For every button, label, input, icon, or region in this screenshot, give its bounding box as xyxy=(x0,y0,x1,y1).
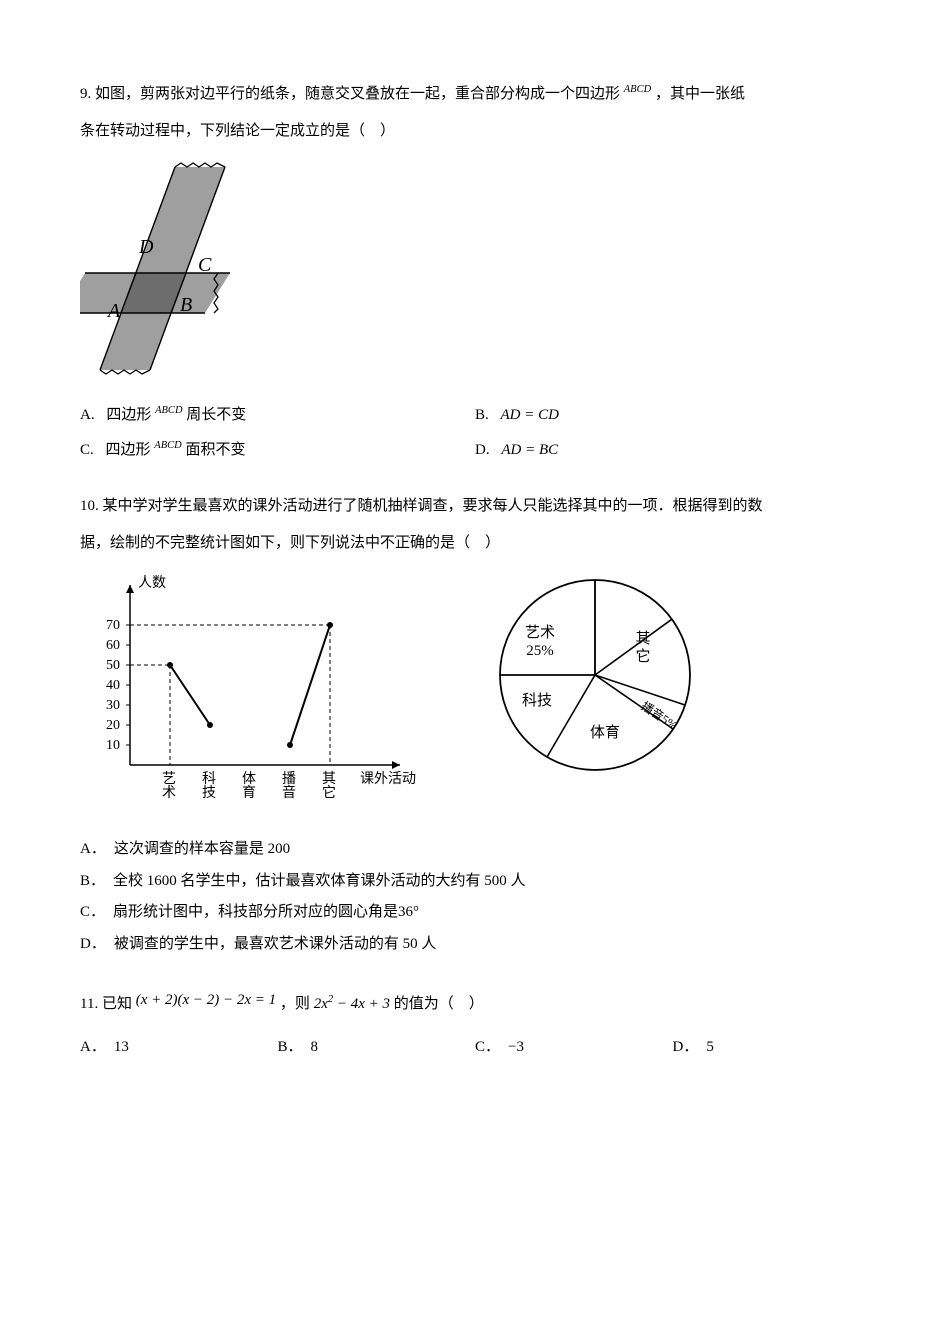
opt-label-a: A. xyxy=(80,407,95,423)
q9-stem-b: ，其中一张纸 xyxy=(655,86,745,102)
q10-option-b: B．全校 1600 名学生中，估计最喜欢体育课外活动的大约有 500 人 xyxy=(80,867,870,896)
label-A: A xyxy=(106,300,121,322)
q9-option-d: D. AD = BC xyxy=(475,436,870,465)
q9-option-c: C. 四边形 ABCD 面积不变 xyxy=(80,436,475,465)
q11-option-d: D．5 xyxy=(673,1033,871,1062)
svg-text:育: 育 xyxy=(242,785,256,801)
q10-option-a: A．这次调查的样本容量是 200 xyxy=(80,835,870,864)
opt-label-c: C. xyxy=(80,442,94,458)
q11-stem-b: ，则 xyxy=(280,996,310,1012)
q10-stem-line1: 10. 某中学对学生最喜欢的课外活动进行了随机抽样调查，要求每人只能选择其中的一… xyxy=(80,492,870,521)
svg-text:70: 70 xyxy=(106,618,120,633)
q10-charts: 人数 课外活动 10 20 30 40 50 60 70 xyxy=(80,565,870,805)
q11-option-b: B．8 xyxy=(278,1033,476,1062)
svg-text:其: 其 xyxy=(322,771,336,787)
q10-optC-pre: 扇形统计图中，科技部分所对应的圆心角是 xyxy=(113,904,398,920)
q9-option-b: B. AD = CD xyxy=(475,401,870,430)
svg-text:体: 体 xyxy=(242,771,256,787)
q9-optA-pre: 四边形 xyxy=(106,407,151,423)
q9-option-a: A. 四边形 ABCD 周长不变 xyxy=(80,401,475,430)
svg-text:播: 播 xyxy=(282,771,296,787)
q11-optC: −3 xyxy=(508,1039,524,1055)
q11-stem-a: 已知 xyxy=(102,996,132,1012)
q10-number: 10. xyxy=(80,498,99,514)
q9-number: 9. xyxy=(80,86,91,102)
q9-figure: A B D C xyxy=(80,155,870,375)
q11-expr2: 2x2 − 4x + 3 xyxy=(314,996,390,1012)
q11-expr2b: − 4x + 3 xyxy=(333,996,390,1012)
svg-text:10: 10 xyxy=(106,738,120,753)
q9-optD: AD = BC xyxy=(501,442,558,458)
label-B: B xyxy=(180,294,192,316)
svg-text:20: 20 xyxy=(106,718,120,733)
svg-text:60: 60 xyxy=(106,638,120,653)
svg-text:科: 科 xyxy=(202,771,216,787)
paper-strips-diagram: A B D C xyxy=(80,155,280,375)
svg-text:音: 音 xyxy=(282,784,296,801)
q10-optC-deg: 36° xyxy=(398,904,419,920)
opt-label-d: D. xyxy=(475,442,490,458)
q11-expr1: (x + 2)(x − 2) − 2x = 1 xyxy=(136,992,276,1008)
svg-text:40: 40 xyxy=(106,678,120,693)
question-10: 10. 某中学对学生最喜欢的课外活动进行了随机抽样调查，要求每人只能选择其中的一… xyxy=(80,492,870,958)
svg-text:技: 技 xyxy=(202,785,216,801)
q9-optA-post: 周长不变 xyxy=(186,407,246,423)
q9-optB: AD = CD xyxy=(501,407,559,423)
q10-optB: 全校 1600 名学生中，估计最喜欢体育课外活动的大约有 500 人 xyxy=(113,873,526,889)
pie-chart: 艺术 25% 其 它 体育 科技 播音5% xyxy=(480,565,710,785)
q11-optD: 5 xyxy=(706,1039,714,1055)
q11-optA: 13 xyxy=(114,1039,129,1055)
q9-abcd: ABCD xyxy=(624,84,651,95)
svg-text:它: 它 xyxy=(635,647,650,665)
q10-optD: 被调查的学生中，最喜欢艺术课外活动的有 50 人 xyxy=(114,936,437,952)
q11-stem: 11. 已知 (x + 2)(x − 2) − 2x = 1 ，则 2x2 − … xyxy=(80,986,870,1019)
x-axis-label: 课外活动 xyxy=(360,771,416,787)
svg-text:25%: 25% xyxy=(526,643,554,659)
q10-stem-c: 的是（ ） xyxy=(425,535,500,551)
q9-optC-mid: ABCD xyxy=(154,440,181,451)
q11-optB: 8 xyxy=(311,1039,319,1055)
q11-expr2a: 2x xyxy=(314,996,328,1012)
svg-text:50: 50 xyxy=(106,658,120,673)
svg-text:艺: 艺 xyxy=(162,771,176,787)
x-cats: 艺术 科技 体育 播音 其它 xyxy=(162,771,336,801)
q9-stem-a: 如图，剪两张对边平行的纸条，随意交叉叠放在一起，重合部分构成一个四边形 xyxy=(95,86,620,102)
q10-stem-a: 某中学对学生最喜欢的课外活动进行了随机抽样调查，要求每人只能选择其中的一项．根据… xyxy=(103,498,763,514)
label-D: D xyxy=(138,236,154,258)
svg-text:科技: 科技 xyxy=(522,692,552,709)
svg-text:艺术: 艺术 xyxy=(525,624,555,641)
svg-text:它: 它 xyxy=(322,784,336,801)
q10-stem-b: 据，绘制的不完整统计图如下，则下列说法中 xyxy=(80,535,380,551)
svg-text:体育: 体育 xyxy=(590,724,620,741)
q9-optC-post: 面积不变 xyxy=(185,442,245,458)
q10-option-d: D．被调查的学生中，最喜欢艺术课外活动的有 50 人 xyxy=(80,930,870,959)
y-ticks: 10 20 30 40 50 60 70 xyxy=(106,618,130,753)
q9-stem-line1: 9. 如图，剪两张对边平行的纸条，随意交叉叠放在一起，重合部分构成一个四边形 A… xyxy=(80,80,870,109)
q9-stem-line2: 条在转动过程中，下列结论一定成立的是（ ） xyxy=(80,117,870,146)
q9-optA-mid: ABCD xyxy=(155,405,182,416)
q11-number: 11. xyxy=(80,996,98,1012)
question-9: 9. 如图，剪两张对边平行的纸条，随意交叉叠放在一起，重合部分构成一个四边形 A… xyxy=(80,80,870,464)
label-C: C xyxy=(198,254,212,276)
svg-text:术: 术 xyxy=(162,785,176,801)
q9-options: A. 四边形 ABCD 周长不变 B. AD = CD C. 四边形 ABCD … xyxy=(80,395,870,464)
q11-option-c: C．−3 xyxy=(475,1033,673,1062)
line-chart: 人数 课外活动 10 20 30 40 50 60 70 xyxy=(80,565,420,805)
q10-option-c: C．扇形统计图中，科技部分所对应的圆心角是36° xyxy=(80,898,870,927)
svg-text:其: 其 xyxy=(635,630,650,647)
y-axis-label: 人数 xyxy=(138,575,166,591)
q10-optA: 这次调查的样本容量是 200 xyxy=(114,841,290,857)
q11-stem-c: 的值为（ ） xyxy=(394,996,484,1012)
q9-optC-pre: 四边形 xyxy=(106,442,151,458)
q11-options: A．13 B．8 C．−3 D．5 xyxy=(80,1027,870,1062)
opt-label-b: B. xyxy=(475,407,489,423)
svg-text:30: 30 xyxy=(106,698,120,713)
q10-stem-line2: 据，绘制的不完整统计图如下，则下列说法中· · ·不正确的是（ ） xyxy=(80,529,870,558)
q11-option-a: A．13 xyxy=(80,1033,278,1062)
question-11: 11. 已知 (x + 2)(x − 2) − 2x = 1 ，则 2x2 − … xyxy=(80,986,870,1061)
q10-options: A．这次调查的样本容量是 200 B．全校 1600 名学生中，估计最喜欢体育课… xyxy=(80,835,870,958)
